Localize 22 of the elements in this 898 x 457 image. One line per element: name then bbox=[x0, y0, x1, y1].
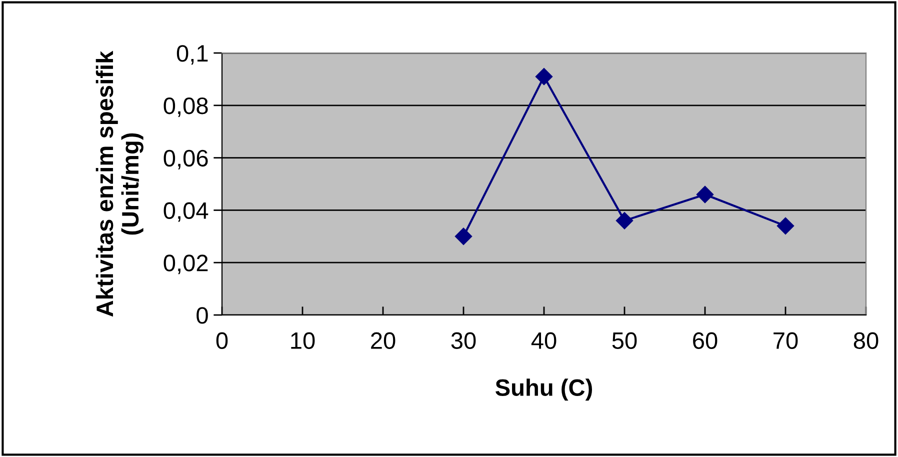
y-tick-label: 0,08 bbox=[164, 97, 208, 117]
y-tick-label: 0,06 bbox=[164, 150, 208, 170]
x-tick-label: 80 bbox=[854, 332, 878, 350]
point bbox=[776, 217, 794, 234]
point bbox=[696, 186, 714, 204]
x-tick-label: 70 bbox=[774, 332, 798, 350]
point bbox=[454, 228, 472, 245]
x-tick-label: 60 bbox=[693, 332, 718, 350]
x-tick-label: 50 bbox=[612, 332, 637, 350]
y-tick-label: 0 bbox=[196, 307, 208, 324]
point bbox=[535, 68, 553, 86]
x-tick-label: 20 bbox=[371, 332, 396, 350]
point bbox=[616, 212, 634, 230]
x-tick-label: 30 bbox=[451, 332, 476, 350]
y-tick-label: 0,02 bbox=[164, 254, 208, 274]
x-axis-title: Suhu (C) bbox=[496, 378, 592, 401]
y-axis-title: Aktivitas enzim spesifik (Unit/mg) bbox=[96, 50, 144, 317]
y-tick-label: 0,04 bbox=[164, 202, 208, 222]
x-tick-label: 0 bbox=[216, 332, 228, 350]
x-tick-label: 40 bbox=[531, 332, 556, 350]
x-tick-label: 10 bbox=[291, 332, 315, 350]
y-tick-label: 0,1 bbox=[176, 45, 208, 65]
